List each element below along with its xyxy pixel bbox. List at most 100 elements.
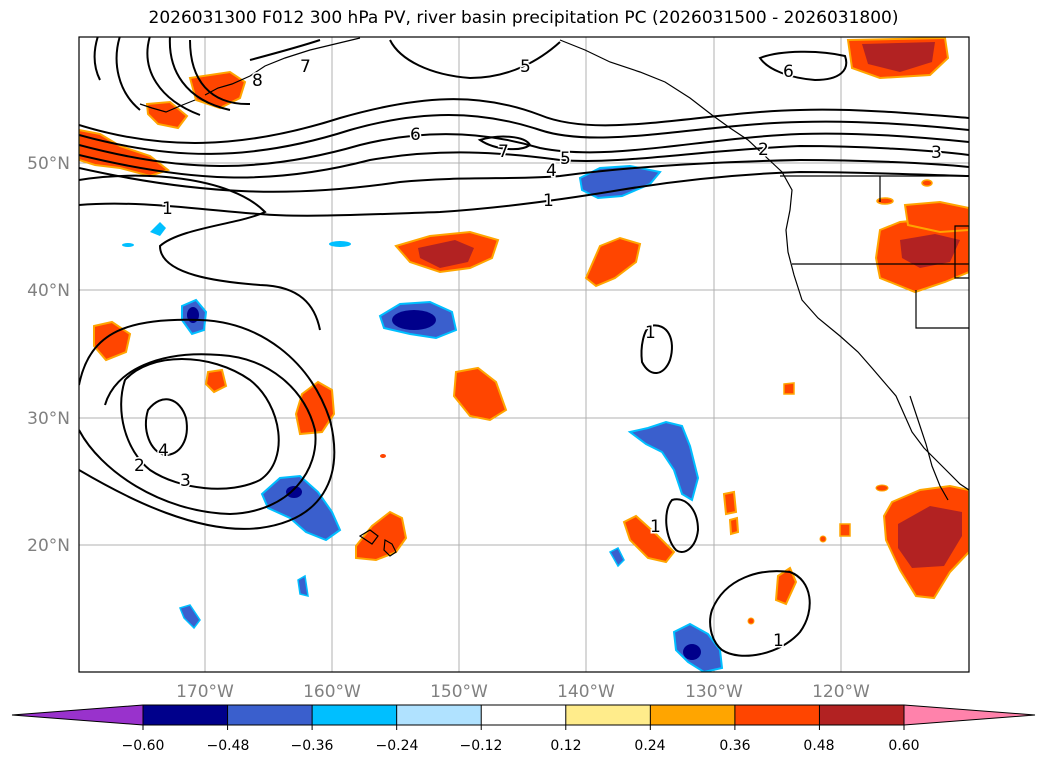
pv-contours	[79, 37, 969, 657]
precip-neg-patch-central	[378, 300, 458, 340]
colorbar: −0.60 −0.48 −0.36 −0.24 −0.12 0.12 0.24 …	[11, 704, 1036, 754]
precip-neg-patch-southwest	[260, 474, 342, 542]
pv-contour-line	[79, 114, 969, 155]
map-title: 2026031300 F012 300 hPa PV, river basin …	[148, 8, 899, 28]
pv-contour-line	[120, 358, 280, 490]
pv-contour-line	[145, 398, 188, 457]
lat-label-20n: 20°N	[27, 536, 70, 556]
colorbar-tick-label: −0.36	[291, 738, 334, 754]
pv-contour-line	[79, 98, 969, 144]
longitude-labels: 170°W 160°W 150°W 140°W 130°W 120°W	[176, 682, 870, 702]
colorbar-tick-label: 0.60	[888, 738, 919, 754]
precip-patch-north-central	[394, 230, 500, 274]
colorbar-segment	[396, 705, 482, 725]
pv-contour-line	[93, 37, 201, 116]
state-borders	[780, 175, 969, 329]
precip-patch-west-coast	[874, 179, 969, 294]
pv-label: 3	[180, 471, 191, 491]
pv-label: 6	[783, 62, 794, 82]
precip-neg-patch-south	[178, 574, 724, 672]
colorbar-tick-label: −0.12	[460, 738, 503, 754]
map-frame	[78, 36, 970, 673]
aleutian-islands	[139, 99, 196, 113]
pv-contour-line	[79, 353, 317, 516]
pv-contour-line	[709, 570, 811, 657]
colorbar-segment	[312, 705, 398, 725]
pv-label: 3	[931, 143, 942, 163]
colorbar-segment	[565, 705, 651, 725]
lon-label-140w: 140°W	[557, 682, 615, 702]
precip-negative-patches	[122, 164, 724, 672]
precip-patch-south-central	[622, 382, 889, 625]
lon-label-150w: 150°W	[430, 682, 488, 702]
colorbar-segment	[734, 705, 820, 725]
pv-contour-labels: 6 5 7 7 4 5 6 1 2 3 1 4 3 2 1 1 1 8	[133, 56, 944, 653]
pv-contour-line	[79, 144, 969, 179]
colorbar-segments	[143, 705, 905, 725]
lat-label-30n: 30°N	[27, 409, 70, 429]
precip-patch-aleutian	[145, 70, 247, 130]
pv-label: 1	[162, 199, 173, 219]
pv-label: 7	[498, 142, 509, 162]
colorbar-tick-label: −0.60	[122, 738, 165, 754]
lat-label-50n: 50°N	[27, 154, 70, 174]
north-america-coastline	[559, 39, 969, 491]
colorbar-segment	[819, 705, 905, 725]
pv-contour-line	[168, 37, 321, 111]
pv-contour-line	[665, 498, 700, 553]
latitude-labels: 50°N 40°N 30°N 20°N	[27, 154, 70, 556]
pv-label: 4	[158, 441, 169, 461]
colorbar-ticks	[142, 705, 905, 730]
baja-california-coast	[909, 395, 949, 501]
colorbar-segment	[143, 705, 229, 725]
lat-label-40n: 40°N	[27, 281, 70, 301]
pv-label: 1	[773, 631, 784, 651]
pv-label: 4	[546, 161, 557, 181]
pv-label: 5	[520, 57, 531, 77]
alaska-peninsula-coast	[204, 37, 361, 96]
lon-label-120w: 120°W	[812, 682, 870, 702]
colorbar-segment	[481, 705, 567, 725]
pv-contour-line	[79, 158, 969, 193]
pv-contour-line	[79, 170, 969, 217]
precip-positive-patches	[79, 37, 969, 625]
precip-patch-west-small	[93, 320, 336, 436]
colorbar-tick-label: 0.12	[550, 738, 581, 754]
pv-contour-line	[389, 39, 561, 80]
coastlines	[139, 37, 969, 557]
pv-label: 1	[543, 191, 554, 211]
colorbar-segment	[650, 705, 736, 725]
colorbar-tick-label: 0.36	[719, 738, 750, 754]
graticule	[79, 37, 969, 672]
precip-patch-ne-pacific	[846, 37, 950, 80]
colorbar-tick-label: −0.24	[376, 738, 419, 754]
colorbar-tick-labels: −0.60 −0.48 −0.36 −0.24 −0.12 0.12 0.24 …	[122, 738, 920, 754]
lon-label-130w: 130°W	[685, 682, 743, 702]
colorbar-segment	[227, 705, 313, 725]
colorbar-tick-label: −0.48	[207, 738, 250, 754]
colorbar-extension-low	[12, 705, 143, 725]
hawaii-islands	[358, 529, 397, 557]
pv-contour-line	[758, 50, 848, 82]
precip-neg-patch-north	[578, 164, 662, 200]
pv-label: 2	[134, 456, 145, 476]
precip-patch-baja	[882, 484, 969, 600]
pv-label: 1	[645, 323, 656, 343]
pv-label: 8	[252, 71, 263, 91]
precip-neg-patch-southeast	[608, 420, 700, 568]
colorbar-extension-high	[904, 705, 1035, 725]
pv-contour-line	[79, 318, 336, 530]
precip-patch-central	[452, 366, 508, 422]
pv-label: 5	[560, 149, 571, 169]
lon-label-170w: 170°W	[176, 682, 234, 702]
pv-contour-line	[640, 324, 673, 374]
colorbar-tick-label: 0.48	[803, 738, 834, 754]
precip-patch-mid-east	[584, 236, 642, 288]
pv-contour-line	[79, 132, 969, 167]
pv-label: 1	[650, 517, 661, 537]
pv-label: 7	[300, 57, 311, 77]
colorbar-tick-label: 0.24	[634, 738, 665, 754]
pv-label: 2	[758, 140, 769, 160]
pv-contour-line	[477, 135, 532, 151]
